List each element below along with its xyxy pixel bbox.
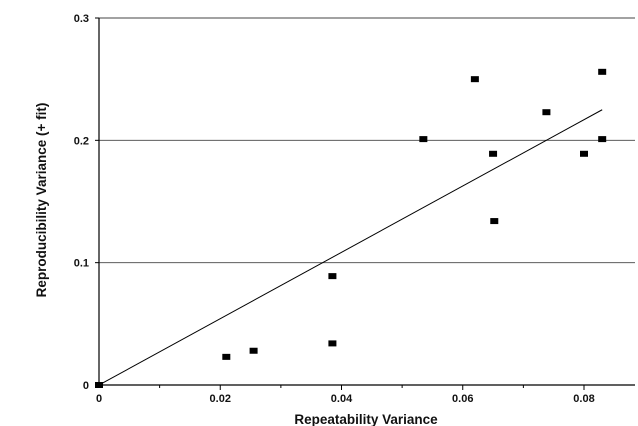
y-tick-label: 0.1 [74, 258, 89, 270]
y-tick-label: 0.2 [74, 135, 89, 147]
data-points [95, 68, 607, 388]
plot-frame [98, 18, 635, 386]
x-axis-title: Repeatability Variance [294, 412, 438, 426]
grid-lines [99, 17, 635, 264]
data-point [249, 347, 258, 354]
y-axis-ticks: 0 0.1 0.2 0.3 [74, 13, 99, 392]
y-tick-label: 0.3 [74, 13, 89, 25]
fit-line-group [98, 109, 603, 386]
data-point [580, 150, 588, 157]
data-point [470, 76, 479, 83]
data-point [542, 109, 551, 116]
data-point [490, 218, 499, 225]
data-point [328, 340, 337, 347]
x-axis-ticks: 0 0.02 0.04 0.06 0.08 [96, 385, 595, 405]
data-point [598, 136, 607, 143]
y-tick-label: 0 [83, 380, 89, 392]
x-tick-label: 0.02 [210, 393, 231, 405]
data-point [222, 353, 231, 360]
x-tick-label: 0 [96, 393, 102, 405]
x-tick-label: 0.04 [331, 393, 353, 405]
y-axis-title: Reproducibility Variance (+ fit) [34, 103, 49, 298]
data-point [489, 150, 498, 157]
x-tick-label: 0.08 [573, 393, 594, 405]
data-point [598, 68, 607, 75]
data-point [419, 136, 428, 143]
x-tick-label: 0.06 [452, 393, 473, 405]
fit-line [98, 109, 603, 386]
data-point [328, 273, 337, 280]
